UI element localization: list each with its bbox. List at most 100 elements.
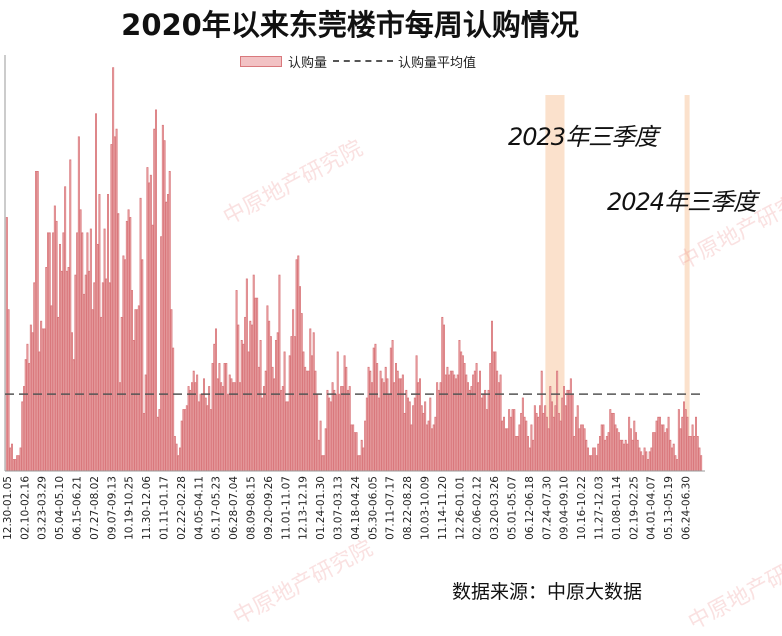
- bar: [636, 439, 639, 472]
- bar: [472, 374, 475, 472]
- bar: [434, 416, 437, 472]
- bar: [341, 386, 344, 472]
- bar: [280, 389, 283, 472]
- bar: [83, 293, 86, 472]
- bar: [521, 397, 524, 472]
- x-tick-label: 05.30-06.05: [367, 476, 379, 540]
- bar: [233, 382, 236, 472]
- bar: [492, 351, 495, 472]
- bar: [355, 432, 358, 472]
- bar: [542, 412, 545, 472]
- bar: [539, 405, 542, 472]
- bar: [504, 428, 507, 472]
- bar: [322, 455, 325, 472]
- bar: [686, 416, 689, 472]
- bar: [122, 255, 125, 472]
- bar: [38, 351, 41, 472]
- bar: [638, 447, 641, 472]
- bar: [475, 363, 478, 472]
- bar: [674, 455, 677, 472]
- bar: [605, 436, 608, 472]
- data-source-note: 数据来源：中原大数据: [452, 581, 643, 603]
- bar: [676, 459, 679, 472]
- bar: [612, 412, 615, 472]
- bar: [242, 343, 245, 472]
- bar: [213, 343, 216, 472]
- bar: [165, 201, 168, 472]
- bar: [276, 332, 279, 472]
- bar: [470, 386, 473, 472]
- x-tick-label: 10.16-10.22: [576, 476, 588, 540]
- bar: [624, 439, 627, 472]
- bar: [382, 382, 385, 472]
- bar: [175, 443, 178, 472]
- bar: [283, 351, 286, 472]
- bar: [192, 370, 195, 472]
- bar: [208, 386, 211, 472]
- bar: [21, 401, 24, 472]
- bar: [693, 436, 696, 472]
- bar: [117, 213, 120, 472]
- bar: [408, 401, 411, 472]
- bar: [216, 378, 219, 472]
- bar: [53, 205, 56, 472]
- bar: [264, 370, 267, 472]
- bar: [309, 328, 312, 472]
- bar: [502, 416, 505, 472]
- bar: [360, 439, 363, 472]
- bar: [593, 447, 596, 472]
- bar: [595, 455, 598, 472]
- bar: [611, 412, 614, 472]
- bar: [336, 351, 339, 472]
- bar: [24, 359, 27, 472]
- x-tick-label: 02.19-02.25: [628, 476, 640, 540]
- x-tick-label: 05.17-05.23: [211, 476, 223, 540]
- bar: [439, 382, 442, 472]
- bar: [340, 386, 343, 472]
- x-tick-label: 09.04-09.10: [559, 476, 571, 540]
- bar: [400, 378, 403, 472]
- bar: [256, 297, 259, 472]
- bar: [410, 424, 413, 472]
- bar: [648, 451, 651, 472]
- bar: [451, 370, 454, 472]
- bar: [268, 320, 271, 472]
- x-tick-label: 07.24-07.30: [541, 476, 553, 540]
- bar: [533, 405, 536, 472]
- bar: [662, 424, 665, 472]
- bar: [286, 401, 289, 472]
- bar: [544, 405, 547, 472]
- bar: [197, 401, 200, 472]
- bar: [357, 455, 360, 472]
- bar: [530, 424, 533, 472]
- bar: [559, 420, 562, 472]
- bar: [396, 370, 399, 472]
- bar: [437, 389, 440, 472]
- bar: [124, 259, 127, 472]
- bar: [189, 389, 192, 472]
- bar: [257, 366, 260, 472]
- bar: [629, 428, 632, 472]
- bar: [343, 355, 346, 472]
- bar: [580, 424, 583, 472]
- bar: [599, 436, 602, 472]
- bar: [463, 363, 466, 472]
- bar: [72, 359, 75, 472]
- bar: [130, 290, 133, 472]
- bar: [62, 232, 65, 472]
- bar: [328, 397, 331, 472]
- bar: [377, 397, 380, 472]
- bar: [142, 412, 145, 472]
- bar: [496, 370, 499, 472]
- bar: [698, 447, 701, 472]
- x-tick-label: 02.10-02.16: [19, 476, 31, 540]
- bar: [57, 316, 60, 472]
- bar: [388, 393, 391, 472]
- bar: [105, 278, 108, 472]
- annotation-q3-2023: 2023年三季度: [508, 123, 658, 151]
- bar: [259, 339, 262, 472]
- bar: [490, 320, 493, 472]
- bar: [43, 328, 46, 472]
- bar: [482, 393, 485, 472]
- bar: [252, 274, 255, 472]
